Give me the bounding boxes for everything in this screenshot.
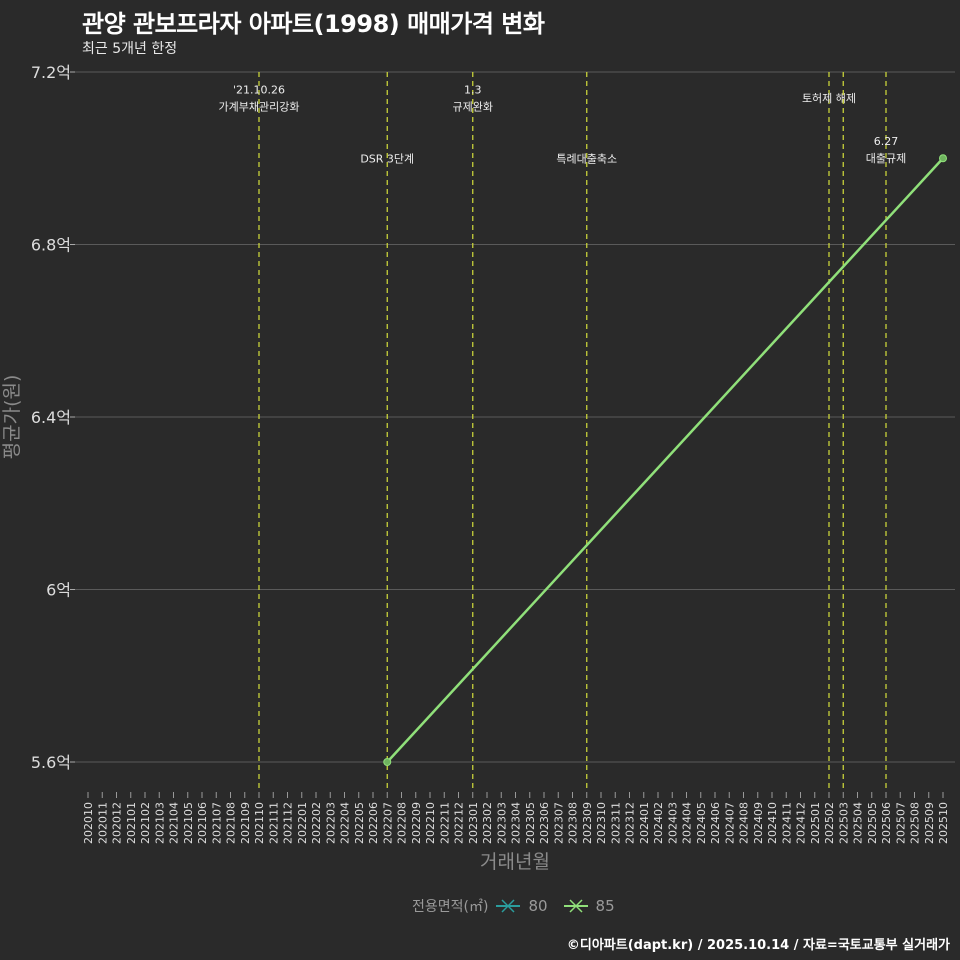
x-tick-label: 202202 (310, 802, 323, 844)
x-tick-label: 202104 (168, 802, 181, 844)
x-tick-label: 202209 (410, 802, 423, 844)
x-tick-label: 202206 (367, 802, 380, 844)
x-tick-label: 202109 (239, 802, 252, 844)
x-tick-label: 202506 (880, 802, 893, 844)
x-tick-label: 202406 (709, 802, 722, 844)
x-tick-label: 202201 (296, 802, 309, 844)
x-tick-label: 202502 (823, 802, 836, 844)
x-tick-label: 202205 (353, 802, 366, 844)
x-tick-label: 202405 (695, 802, 708, 844)
x-tick-label: 202210 (424, 802, 437, 844)
x-tick-label: 202303 (495, 802, 508, 844)
x-tick-label: 202306 (538, 802, 551, 844)
x-tick-label: 202305 (524, 802, 537, 844)
x-tick-label: 202212 (453, 802, 466, 844)
x-axis-title: 거래년월 (480, 851, 550, 873)
x-tick-label: 202403 (666, 802, 679, 844)
x-tick-label: 202504 (852, 802, 865, 844)
chart-title: 관양 관보프라자 아파트(1998) 매매가격 변화 (82, 10, 545, 38)
x-tick-label: 202107 (210, 802, 223, 844)
y-tick-label: 6.4억 (31, 408, 71, 427)
x-tick-label: 202207 (381, 802, 394, 844)
x-tick-label: 202105 (182, 802, 195, 844)
x-tick-label: 202102 (139, 802, 152, 844)
x-tick-label: 202411 (780, 802, 793, 844)
data-point-85 (383, 758, 392, 766)
x-tick-label: 202010 (82, 802, 95, 844)
x-tick-label: 202501 (809, 802, 822, 844)
x-tick-label: 202012 (111, 802, 124, 844)
legend: 전용면적(㎡) 80 85 (412, 896, 615, 916)
x-tick-label: 202410 (766, 802, 779, 844)
x-tick-label: 202509 (923, 802, 936, 844)
legend-label-80: 80 (528, 897, 548, 915)
y-tick-label: 5.6억 (31, 753, 71, 772)
x-tick-label: 202211 (438, 802, 451, 844)
x-tick-label: 202412 (795, 802, 808, 844)
x-tick-label: 202404 (681, 802, 694, 844)
x-tick-label: 202409 (752, 802, 765, 844)
x-tick-label: 202310 (595, 802, 608, 844)
x-tick-label: 202304 (510, 802, 523, 844)
legend-key-85-icon (562, 898, 590, 914)
event-label: 대출규제 (866, 152, 906, 165)
x-tick-label: 202112 (282, 802, 295, 844)
x-tick-label: 202510 (937, 802, 950, 844)
source-caption: ©디아파트(dapt.kr) / 2025.10.14 / 자료=국토교통부 실… (566, 938, 950, 953)
x-tick-label: 202011 (96, 802, 109, 844)
x-tick-label: 202309 (581, 802, 594, 844)
y-tick-label: 6.8억 (31, 236, 71, 255)
x-tick-label: 202308 (567, 802, 580, 844)
event-label: DSR 3단계 (360, 152, 414, 165)
x-tick-label: 202111 (267, 802, 280, 844)
event-label: 특례대출축소 (556, 152, 617, 165)
x-tick-label: 202407 (723, 802, 736, 844)
legend-title: 전용면적(㎡) (412, 899, 489, 915)
event-label: 6.27 (874, 135, 899, 148)
legend-label-85: 85 (595, 897, 615, 915)
y-axis-title: 평균가(원) (1, 375, 23, 460)
x-tick-label: 202508 (909, 802, 922, 844)
x-tick-label: 202312 (624, 802, 637, 844)
data-point-85 (939, 154, 947, 163)
x-tick-label: 202108 (225, 802, 238, 844)
event-label: 규제완화 (453, 100, 493, 113)
x-tick-label: 202203 (324, 802, 337, 844)
legend-key-80-icon (494, 898, 522, 914)
x-tick-label: 202302 (481, 802, 494, 844)
x-tick-label: 202103 (153, 802, 166, 844)
event-label: 가계부채관리강화 (219, 100, 300, 113)
series-line-85 (386, 157, 944, 763)
x-tick-label: 202307 (552, 802, 565, 844)
chart-subtitle: 최근 5개년 한정 (82, 41, 178, 57)
x-tick-label: 202408 (738, 802, 751, 844)
event-label: 1.3 (464, 83, 482, 96)
event-label: '21.10.26 (233, 83, 285, 96)
x-tick-label: 202505 (866, 802, 879, 844)
x-tick-label: 202402 (652, 802, 665, 844)
x-tick-label: 202208 (396, 802, 409, 844)
x-tick-label: 202503 (837, 802, 850, 844)
x-tick-label: 202101 (125, 802, 138, 844)
x-tick-label: 202507 (894, 802, 907, 844)
x-tick-label: 202204 (339, 802, 352, 844)
x-tick-label: 202110 (253, 802, 266, 844)
x-tick-label: 202106 (196, 802, 209, 844)
y-tick-label: 7.2억 (31, 63, 71, 82)
x-tick-label: 202311 (609, 802, 622, 844)
y-tick-label: 6억 (46, 581, 71, 600)
x-tick-label: 202301 (467, 802, 480, 844)
x-tick-label: 202401 (638, 802, 651, 844)
event-label: 토허제 해제 (802, 91, 856, 105)
